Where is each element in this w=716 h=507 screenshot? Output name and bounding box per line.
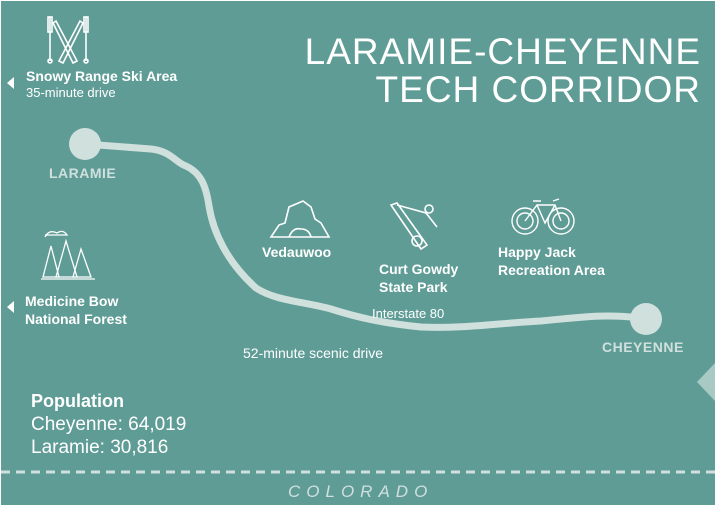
road-route xyxy=(81,140,650,331)
scenic-drive-label: 52-minute scenic drive xyxy=(243,345,384,361)
destination-curt-gowdy: Curt Gowdy State Park xyxy=(379,261,459,295)
state-label-colorado: COLORADO xyxy=(288,482,434,501)
city-laramie: LARAMIE xyxy=(49,165,117,181)
right-edge-arrow-icon xyxy=(697,363,715,401)
page-title: LARAMIE-CHEYENNE TECH CORRIDOR xyxy=(304,31,701,110)
laramie-dot xyxy=(69,128,101,160)
left-arrow-icon xyxy=(7,301,14,313)
destination-happy-jack: Happy Jack Recreation Area xyxy=(498,244,605,278)
road-label: Interstate 80 xyxy=(372,306,445,321)
rock-formation-icon xyxy=(269,200,331,238)
destination-medicine-bow: Medicine Bow National Forest xyxy=(25,293,127,327)
population-panel: Population Cheyenne: 64,019 Laramie: 30,… xyxy=(31,391,187,458)
city-cheyenne: CHEYENNE xyxy=(602,339,684,355)
cheyenne-dot xyxy=(630,303,662,335)
skis-icon xyxy=(47,16,89,65)
left-arrow-icon xyxy=(7,77,14,89)
destination-vedauwoo: Vedauwoo xyxy=(262,244,332,260)
bicycle-icon xyxy=(511,198,575,235)
destination-snowy-range: Snowy Range Ski Area 35-minute drive xyxy=(26,68,178,100)
forest-icon xyxy=(41,230,95,280)
fishing-icon xyxy=(389,202,438,251)
